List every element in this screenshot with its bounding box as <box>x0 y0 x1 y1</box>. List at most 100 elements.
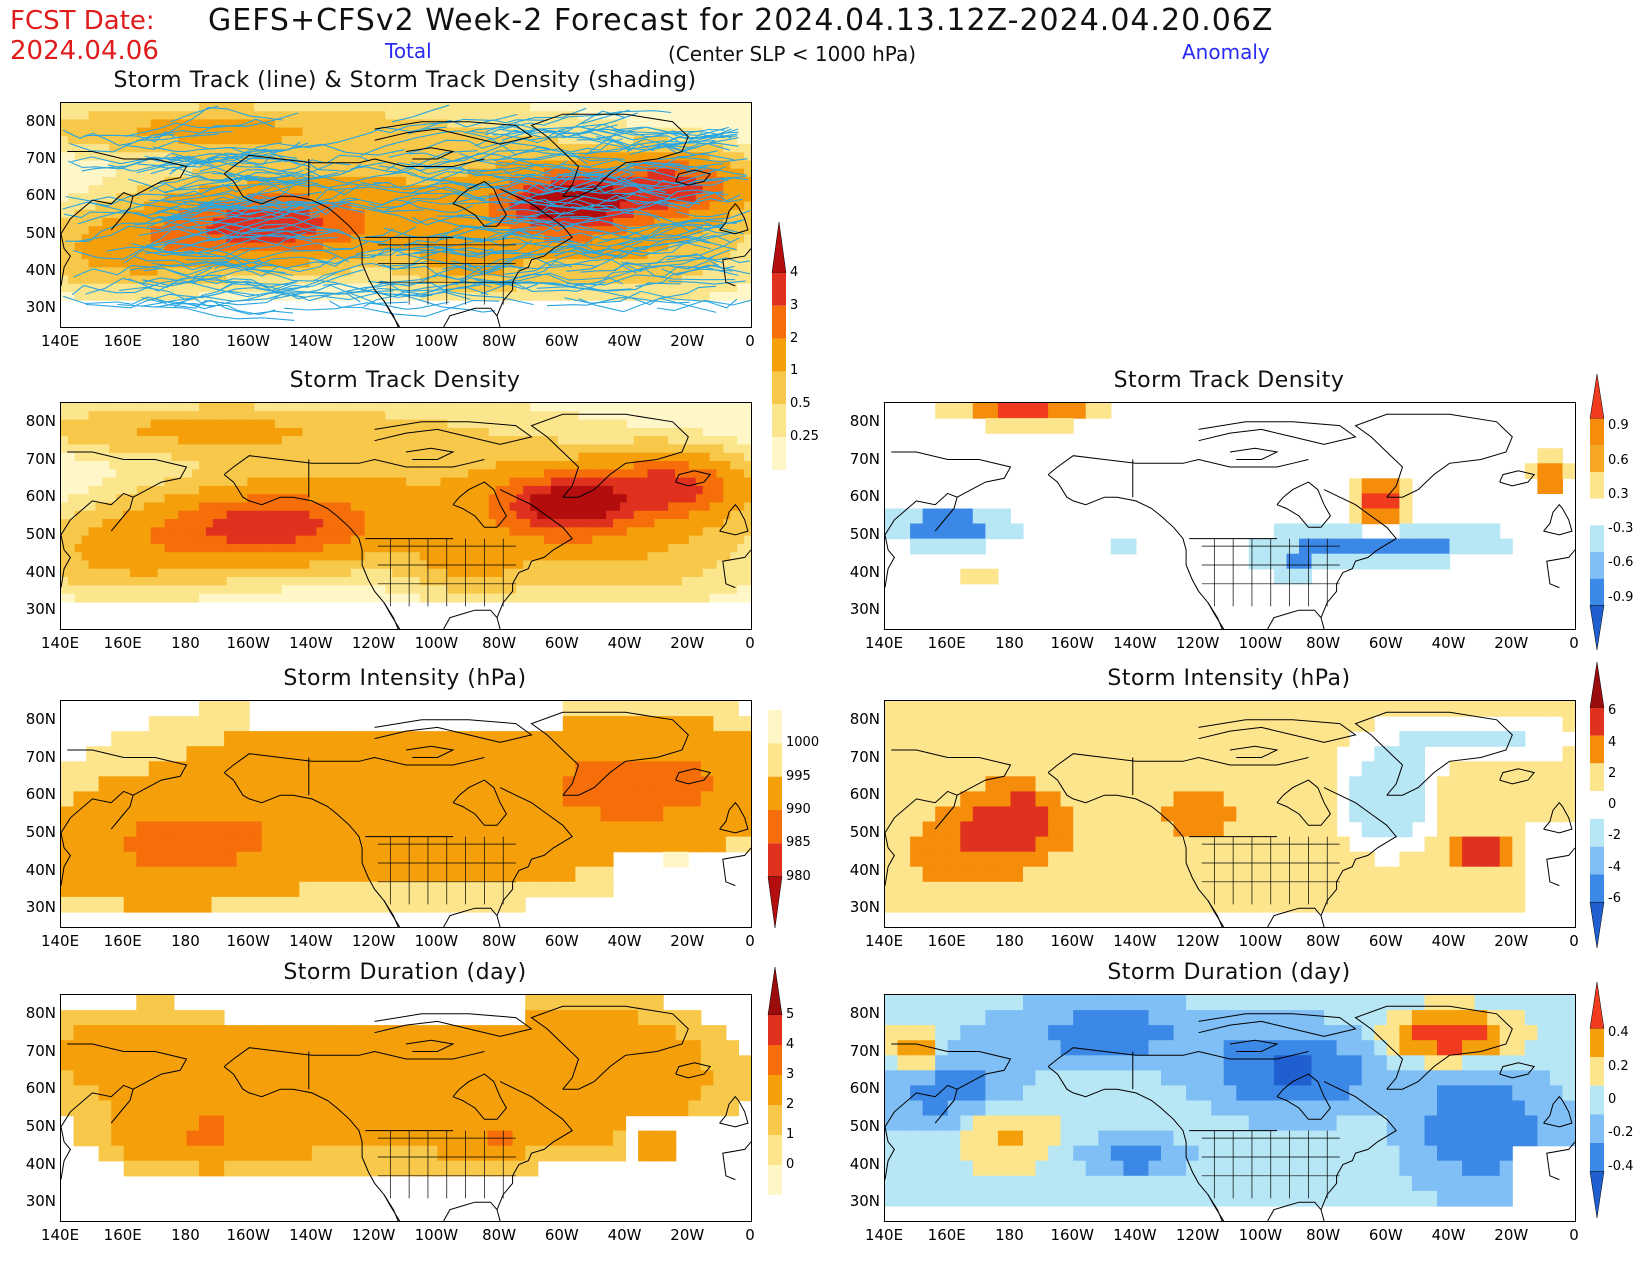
storm-track-line <box>408 131 567 162</box>
storm-track-line <box>199 158 362 173</box>
lon-label: 60W <box>1368 932 1403 950</box>
lat-label: 80N <box>25 709 56 728</box>
lat-label: 80N <box>849 411 880 430</box>
storm-track-line <box>161 205 321 223</box>
page-subtitle: (Center SLP < 1000 hPa) <box>668 42 916 66</box>
storm-track-line <box>230 143 405 166</box>
storm-track-line <box>133 195 264 226</box>
storm-track-line <box>142 227 313 249</box>
colorbar-label: 0 <box>786 1157 795 1172</box>
lat-label: 50N <box>25 524 56 543</box>
lon-label: 120W <box>351 332 396 350</box>
storm-track-line <box>568 234 732 257</box>
storm-track-line <box>123 226 228 264</box>
storm-track-line <box>667 280 746 285</box>
colorbar-label: 0 <box>1608 1092 1617 1107</box>
colorbar-label: 0.4 <box>1608 1025 1629 1041</box>
storm-track-line <box>157 200 314 218</box>
lon-label: 160W <box>1050 1226 1094 1244</box>
lat-label: 30N <box>25 1192 56 1211</box>
lat-label: 60N <box>25 1079 56 1098</box>
colorbar-label: -0.4 <box>1608 1158 1634 1174</box>
storm-track-line <box>666 145 734 161</box>
storm-track-line <box>372 182 524 200</box>
lat-label: 60N <box>25 785 56 804</box>
lat-label: 40N <box>849 860 880 879</box>
storm-track-line <box>504 248 641 275</box>
lon-label: 40W <box>1431 932 1466 950</box>
lon-label: 140W <box>289 932 333 950</box>
lat-label: 30N <box>25 298 56 317</box>
lon-label: 160E <box>927 932 966 950</box>
storm-track-line <box>384 198 556 211</box>
storm-track-line <box>313 279 489 299</box>
lat-label: 50N <box>25 1116 56 1135</box>
storm-track-line <box>347 204 503 234</box>
storm-track-line <box>484 231 639 242</box>
lon-label: 40W <box>607 332 642 350</box>
storm-track-line <box>687 266 739 277</box>
lon-label: 0 <box>745 1226 755 1244</box>
lat-label: 80N <box>849 1003 880 1022</box>
storm-track-line <box>536 286 717 313</box>
storm-track-line <box>385 162 566 177</box>
storm-track-line <box>657 156 748 163</box>
lat-label: 70N <box>25 149 56 167</box>
lon-label: 140E <box>864 634 904 652</box>
storm-track-line <box>363 294 496 313</box>
colorbar-label: 6 <box>1608 703 1617 719</box>
lat-label: 50N <box>25 822 56 841</box>
lon-label: 140E <box>864 932 904 950</box>
fcst-date-label: FCST Date: <box>10 6 155 36</box>
storm-track-line <box>498 110 672 131</box>
colorbar-label: 0.5 <box>790 396 811 412</box>
storm-track-line <box>570 191 724 212</box>
storm-track-line <box>580 257 714 273</box>
storm-track-line <box>371 248 520 259</box>
colorbar-label: 0.9 <box>1608 418 1629 434</box>
lat-label: 70N <box>25 747 56 766</box>
lon-label: 180 <box>171 634 200 652</box>
lat-label: 50N <box>25 223 56 242</box>
lon-label: 120W <box>1175 932 1220 950</box>
storm-track-line <box>360 239 494 255</box>
lon-label: 140E <box>40 1226 80 1244</box>
map-duration-total <box>60 994 752 1222</box>
lon-label: 160W <box>226 932 270 950</box>
colorbar-label: 2 <box>790 330 799 346</box>
storm-track-line <box>506 112 638 138</box>
lon-label: 140E <box>40 932 80 950</box>
storm-track-line <box>395 277 539 296</box>
lon-label: 60W <box>1368 634 1403 652</box>
lon-label: 160W <box>1050 634 1094 652</box>
lon-label: 160W <box>226 1226 270 1244</box>
storm-track-line <box>142 264 277 283</box>
lat-label: 40N <box>25 860 56 879</box>
storm-track-line <box>183 172 339 182</box>
lat-label: 50N <box>849 822 880 841</box>
storm-track-line <box>212 276 328 300</box>
lon-label: 0 <box>745 932 755 950</box>
colorbar-label: 4 <box>786 1037 795 1052</box>
storm-track-line <box>62 129 175 146</box>
lon-label: 140W <box>1113 932 1157 950</box>
storm-track-line <box>581 109 630 125</box>
lon-label: 140W <box>1113 1226 1157 1244</box>
lon-label: 180 <box>995 932 1024 950</box>
storm-track-line <box>514 162 680 181</box>
storm-track-line <box>574 161 748 176</box>
storm-track-line <box>171 142 309 172</box>
lon-label: 180 <box>171 1226 200 1244</box>
storm-track-line <box>124 140 267 154</box>
storm-track-line <box>497 161 653 188</box>
lon-label: 140W <box>289 1226 333 1244</box>
total-label: Total <box>385 39 432 63</box>
colorbar-label: 0.3 <box>1608 486 1629 502</box>
storm-track-line <box>621 259 735 270</box>
storm-track-line <box>661 264 751 276</box>
p5-svg <box>61 995 751 1221</box>
lon-label: 40W <box>607 932 642 950</box>
storm-track-line <box>493 110 627 136</box>
storm-track-line <box>546 297 690 307</box>
storm-track-line <box>250 223 394 239</box>
